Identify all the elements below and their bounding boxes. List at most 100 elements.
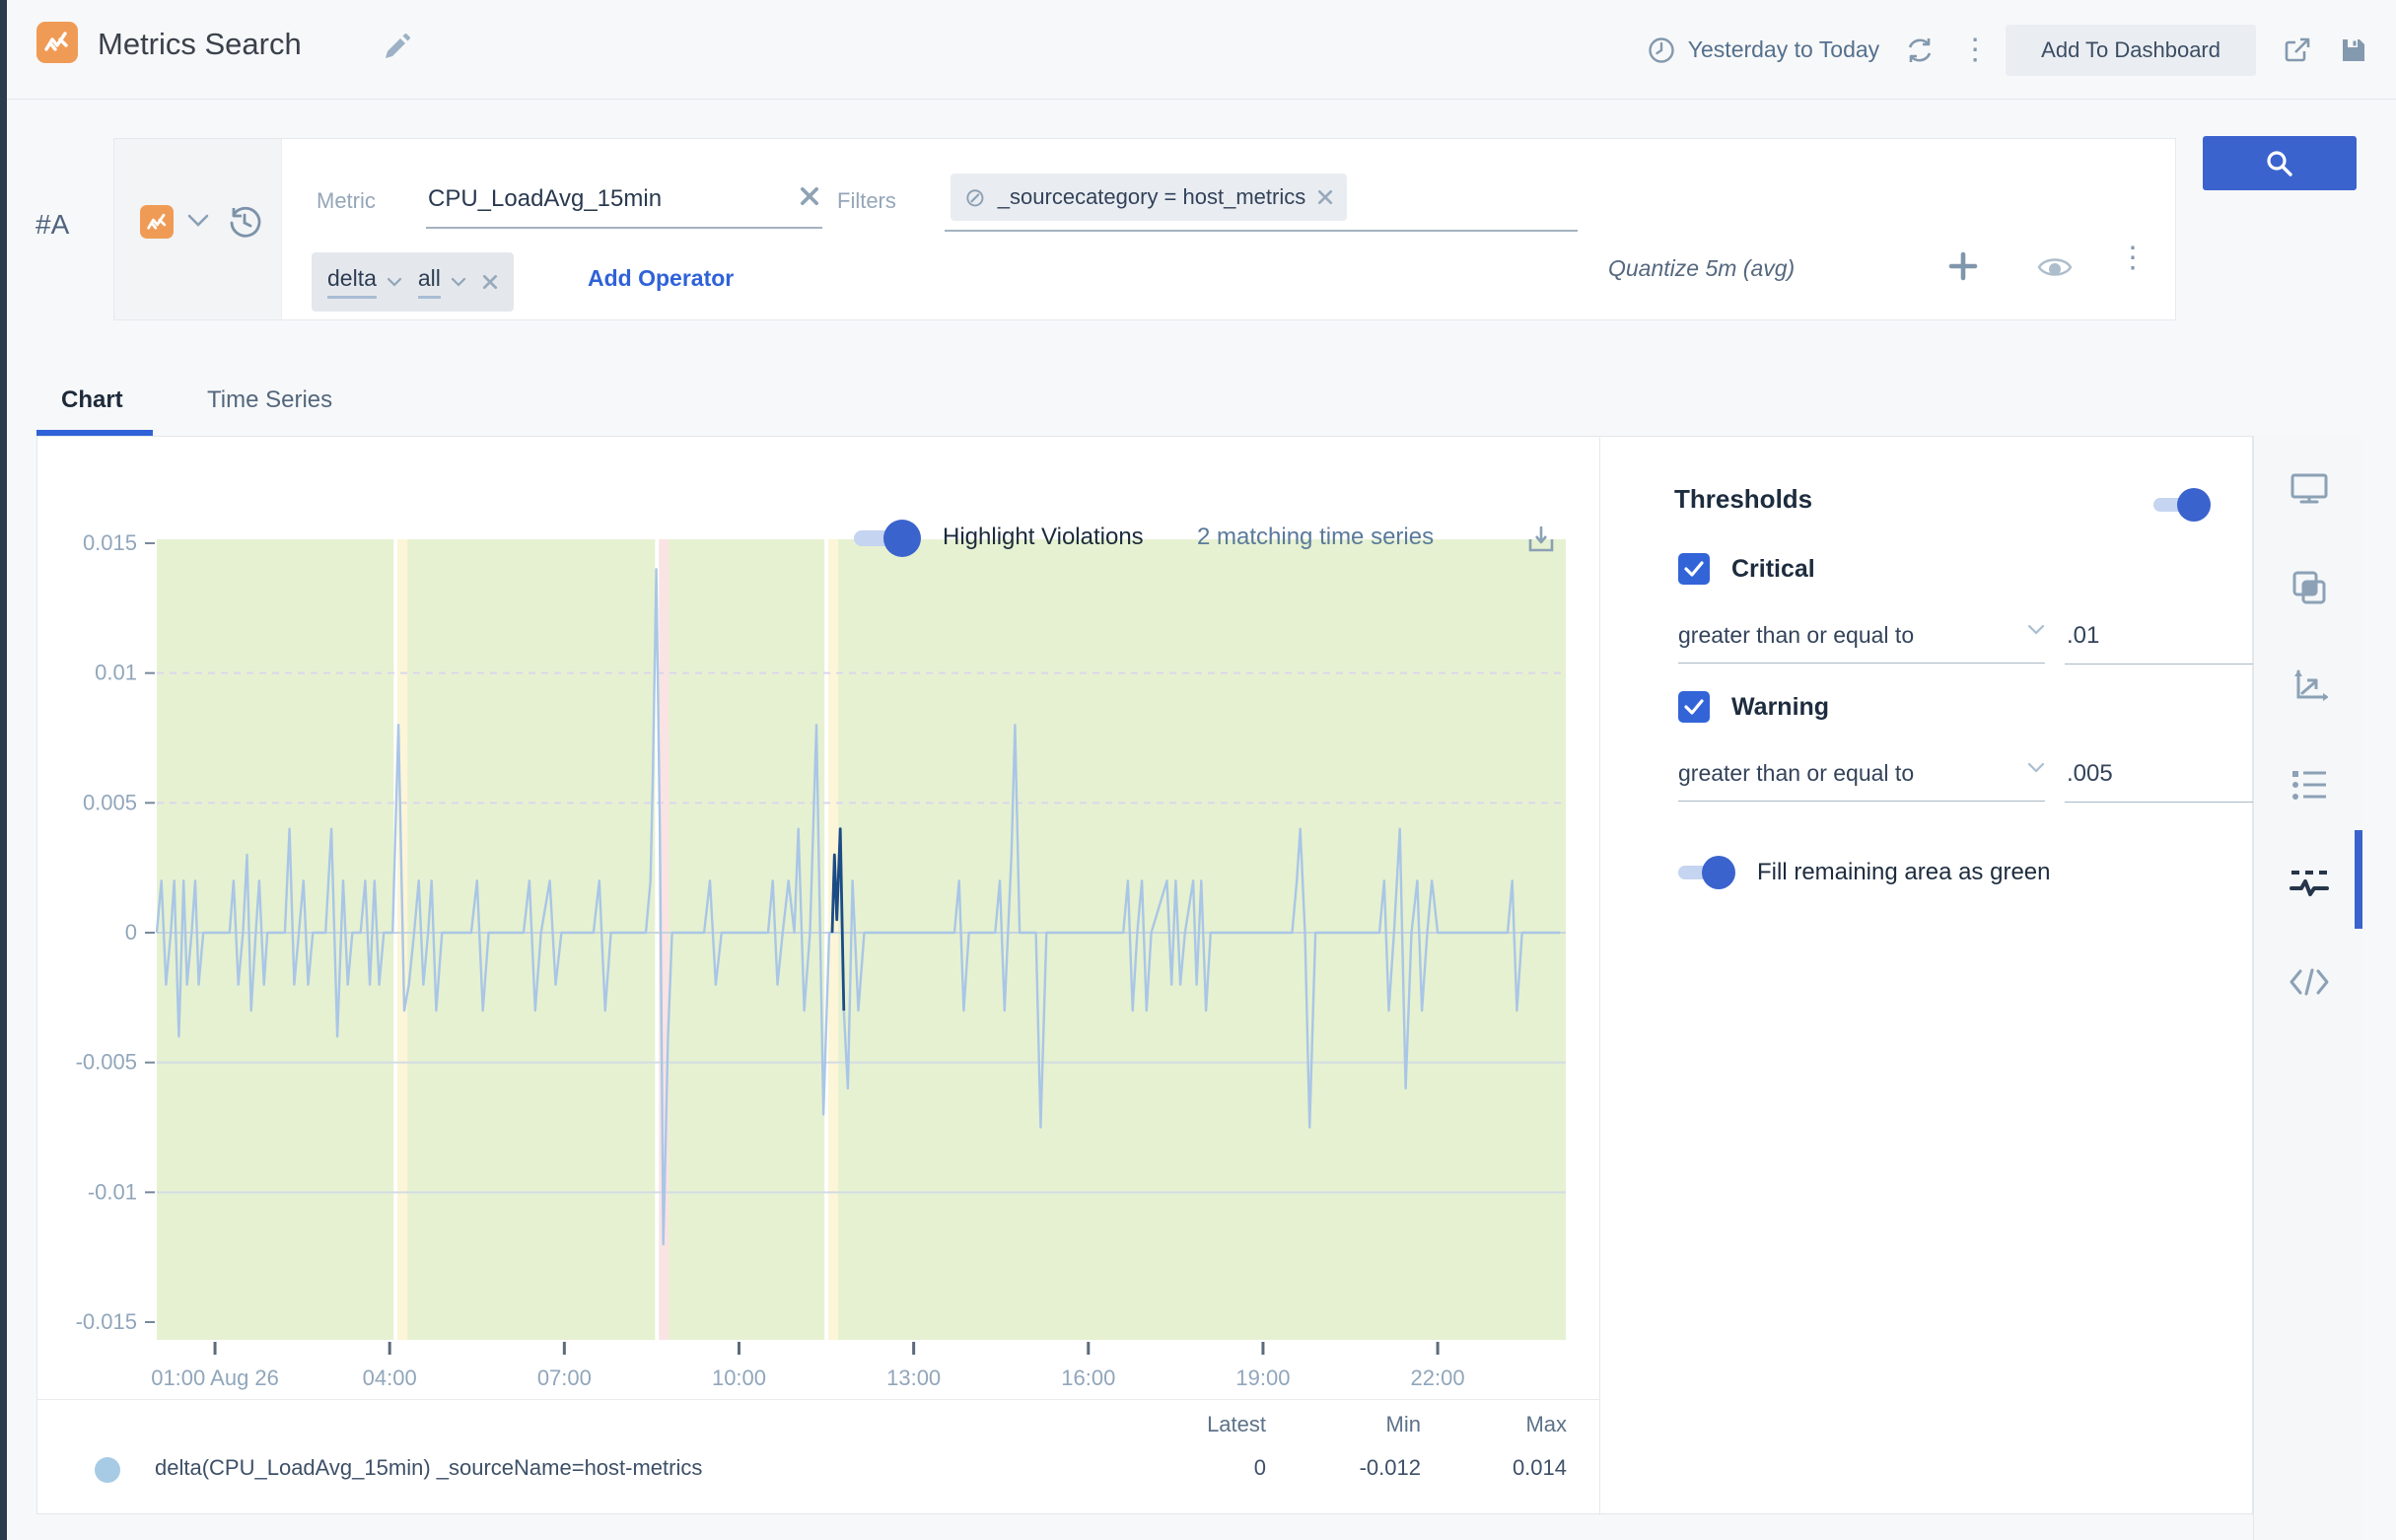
critical-checkbox[interactable] [1678,553,1710,585]
matching-time-series-link[interactable]: 2 matching time series [1197,524,1435,550]
critical-label: Critical [1731,554,1815,583]
critical-select-chevron-down-icon [2027,624,2045,635]
collapsed-nav-strip [0,0,7,1540]
duplicate-icon[interactable] [2254,552,2363,623]
download-icon[interactable] [1524,524,1558,557]
svg-text:16:00: 16:00 [1061,1365,1115,1390]
refresh-icon[interactable] [1905,35,1935,65]
chart-header: Highlight Violations 2 matching time ser… [37,476,1600,557]
query-card: Metric Filters ⊘ _sourcecategory = host_… [113,138,2176,320]
filter-chip-text: _sourcecategory = host_metrics [997,184,1306,209]
chart-pane: 0.015 0.01 0.005 0 -0.005 -0.01 -0.015 01:00 Au… [37,437,1600,1515]
svg-text:13:00: 13:00 [886,1365,941,1390]
fill-green-row: Fill remaining area as green [1678,856,2051,889]
svg-text:0.015: 0.015 [83,530,137,555]
quantize-label: Quantize 5m (avg) [1608,255,1796,281]
critical-value-input[interactable] [2065,622,2264,665]
svg-text:22:00: 22:00 [1411,1365,1465,1390]
metrics-line-chart[interactable]: 0.015 0.01 0.005 0 -0.005 -0.01 -0.015 01:00 Au… [37,437,1600,1399]
code-icon[interactable] [2254,946,2363,1017]
query-history-icon[interactable] [225,202,264,242]
svg-text:07:00: 07:00 [537,1365,592,1390]
operator-arg-chevron-down-icon[interactable] [451,277,466,287]
warning-condition-text: greater than or equal to [1678,760,1915,786]
svg-text:19:00: 19:00 [1235,1365,1290,1390]
metric-label: Metric [317,188,376,213]
filter-chip[interactable]: ⊘ _sourcecategory = host_metrics [951,174,1348,221]
svg-text:-0.01: -0.01 [88,1179,137,1204]
add-to-dashboard-button[interactable]: Add To Dashboard [2006,24,2256,76]
svg-text:0.01: 0.01 [95,661,137,685]
active-tool-indicator [2355,830,2362,929]
legend-header: Latest Min Max [37,1400,1600,1443]
query-type-panel [114,139,282,319]
fill-green-toggle[interactable] [1678,856,1735,889]
critical-condition-text: greater than or equal to [1678,622,1915,648]
add-operator-link[interactable]: Add Operator [588,265,735,291]
share-icon[interactable] [2282,35,2313,66]
operator-chevron-down-icon[interactable] [387,277,402,287]
svg-text:10:00: 10:00 [712,1365,766,1390]
chart-axes-icon[interactable] [2254,651,2363,722]
page-title: Metrics Search [98,27,302,61]
toggle-visibility-eye-icon[interactable] [2037,253,2073,281]
operator-chip[interactable]: delta all [312,252,514,312]
critical-condition-select[interactable]: greater than or equal to [1678,622,2045,664]
legend-table: Latest Min Max delta(CPU_LoadAvg_15min) … [37,1399,1600,1505]
save-icon[interactable] [2339,35,2368,65]
svg-text:-0.015: -0.015 [76,1309,137,1334]
header-actions: Yesterday to Today ⋮ Add To Dashboard [1647,0,2368,100]
metric-input[interactable] [426,185,822,229]
query-row-label: #A [35,209,70,240]
time-range-label: Yesterday to Today [1687,36,1880,62]
search-button[interactable] [2203,136,2357,190]
svg-text:-0.005: -0.005 [76,1050,137,1075]
series-name: delta(CPU_LoadAvg_15min) _sourceName=hos… [155,1455,703,1480]
warning-checkbox[interactable] [1678,691,1710,723]
legend-row[interactable]: delta(CPU_LoadAvg_15min) _sourceName=hos… [37,1443,1600,1505]
series-min-value: -0.012 [1359,1455,1421,1480]
series-max-value: 0.014 [1512,1455,1567,1480]
clock-icon [1647,35,1676,65]
operator-arg[interactable]: all [417,265,441,299]
query-content: Metric Filters ⊘ _sourcecategory = host_… [282,139,2175,319]
series-color-dot [95,1457,120,1483]
highlight-violations-label: Highlight Violations [943,524,1144,550]
tab-time-series[interactable]: Time Series [207,386,333,413]
metrics-query-icon[interactable] [140,205,174,239]
edit-title-pencil-icon[interactable] [382,33,411,62]
legend-col-min: Min [1385,1412,1421,1436]
active-tab-indicator [36,430,153,436]
top-header: Metrics Search Yesterday to Today ⋮ Add … [7,0,2396,100]
time-range-picker[interactable]: Yesterday to Today [1647,35,1879,65]
svg-text:01:00 Aug 26: 01:00 Aug 26 [151,1365,279,1390]
operator-name[interactable]: delta [327,265,377,299]
highlight-violations-toggle[interactable] [854,520,921,557]
exclude-icon: ⊘ [964,182,986,212]
warning-condition-select[interactable]: greater than or equal to [1678,760,2045,802]
fill-green-label: Fill remaining area as green [1757,859,2051,885]
query-more-menu-icon[interactable]: ⋮ [2118,242,2148,274]
critical-row: Critical [1678,553,1815,585]
warning-label: Warning [1731,692,1830,721]
add-query-plus-icon[interactable] [1946,249,1980,283]
remove-filter-icon[interactable] [1317,189,1333,205]
legend-list-icon[interactable] [2254,749,2363,820]
svg-text:0.005: 0.005 [83,790,137,814]
remove-operator-icon[interactable] [482,274,498,290]
query-type-chevron-down-icon[interactable] [187,214,209,228]
monitor-icon[interactable] [2254,454,2363,525]
metrics-search-icon [36,22,78,63]
header-more-menu-icon[interactable]: ⋮ [1960,33,1991,66]
thresholds-toggle[interactable] [2153,488,2211,522]
threshold-icon[interactable] [2254,848,2363,919]
filters-input-underline[interactable] [945,230,1578,232]
warning-select-chevron-down-icon [2027,762,2045,773]
series-latest-value: 0 [1253,1455,1266,1480]
results-card: 0.015 0.01 0.005 0 -0.005 -0.01 -0.015 01:00 Au… [36,436,2264,1515]
warning-value-input[interactable] [2065,760,2264,803]
tab-chart[interactable]: Chart [61,386,123,413]
clear-metric-icon[interactable] [800,186,819,206]
warning-row: Warning [1678,691,1829,723]
legend-col-max: Max [1525,1412,1567,1436]
